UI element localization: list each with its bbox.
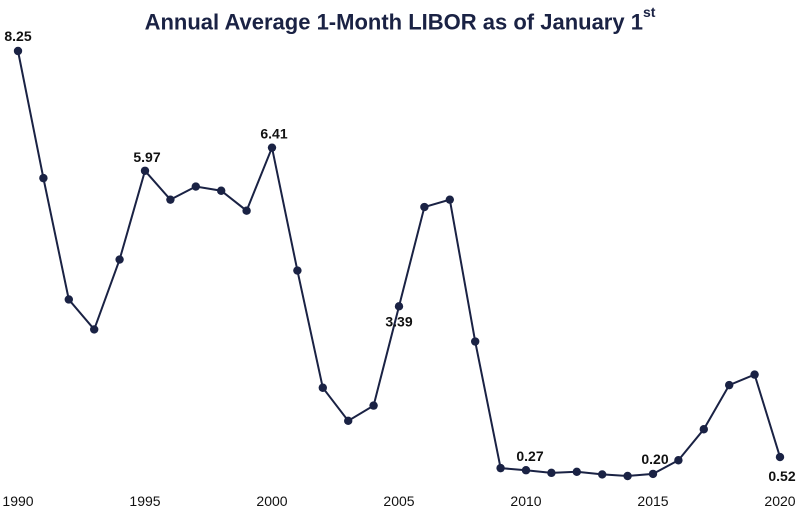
- x-tick-label-2020: 2020: [764, 493, 795, 509]
- data-point-2004: [369, 401, 378, 410]
- x-tick-label-2010: 2010: [510, 493, 541, 509]
- data-label-2005: 3.39: [385, 313, 412, 329]
- data-point-2011: [547, 468, 556, 478]
- data-point-2013: [598, 470, 607, 479]
- data-point-2018: [725, 380, 734, 390]
- data-point-1995: [140, 166, 150, 175]
- data-point-1996: [166, 195, 175, 204]
- data-label-2000: 6.41: [260, 126, 287, 142]
- data-point-1991: [39, 173, 48, 183]
- data-point-2000: [267, 143, 277, 152]
- data-point-1990: [13, 46, 23, 56]
- data-point-2002: [318, 383, 327, 392]
- data-point-2001: [293, 266, 302, 275]
- data-point-2012: [572, 467, 581, 476]
- chart-title-superscript: st: [642, 4, 656, 20]
- x-tick-label-2000: 2000: [256, 493, 287, 509]
- data-point-2003: [344, 416, 353, 426]
- data-point-2010: [521, 466, 531, 475]
- x-tick-label-2005: 2005: [383, 493, 414, 509]
- x-tick-label-1990: 1990: [2, 493, 33, 509]
- data-point-1999: [242, 206, 251, 215]
- data-point-1992: [64, 295, 74, 304]
- data-label-2015: 0.20: [641, 451, 668, 467]
- points-layer: [13, 46, 785, 481]
- data-point-2006: [420, 202, 429, 212]
- data-label-2010: 0.27: [516, 448, 543, 464]
- data-labels-layer: 8.25 5.97 6.41 3.39 0.27 0.20 0.52: [4, 28, 795, 484]
- data-label-2020: 0.52: [768, 468, 795, 484]
- data-point-2017: [699, 425, 708, 434]
- chart-title: Annual Average 1-Month LIBOR as of Janua…: [144, 4, 656, 35]
- data-point-2007: [445, 195, 454, 204]
- data-point-1993: [90, 325, 99, 334]
- data-point-2005: [394, 302, 404, 311]
- data-point-2009: [496, 463, 505, 473]
- data-point-2014: [623, 471, 632, 481]
- data-point-1994: [115, 255, 124, 264]
- x-axis-ticks: 1990 1995 2000 2005 2010 2015 2020: [2, 493, 795, 509]
- data-point-2015: [648, 469, 658, 479]
- data-label-1995: 5.97: [133, 149, 160, 165]
- x-tick-label-1995: 1995: [129, 493, 160, 509]
- data-point-2016: [674, 456, 683, 465]
- series-line: [17, 50, 781, 478]
- x-tick-label-2015: 2015: [637, 493, 668, 509]
- series-layer: [17, 50, 781, 478]
- data-label-1990: 8.25: [4, 28, 31, 44]
- data-point-1997: [191, 182, 200, 191]
- data-point-1998: [217, 186, 226, 195]
- data-point-2019: [750, 370, 759, 379]
- data-point-2008: [471, 337, 480, 346]
- data-point-2020: [775, 452, 785, 462]
